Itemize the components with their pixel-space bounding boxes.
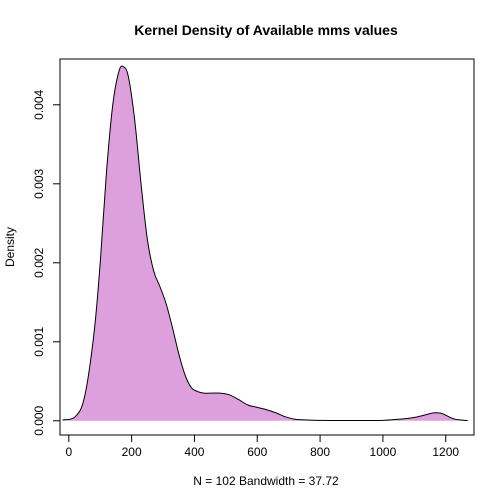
x-tick-label: 600 [247,445,267,459]
y-axis: 0.000 0.001 0.002 0.003 0.004 [32,89,61,436]
y-tick-label: 0.003 [32,168,46,198]
y-tick-label: 0.004 [32,89,46,119]
x-tick-label: 400 [184,445,204,459]
y-tick-label: 0.002 [32,247,46,277]
y-tick-label: 0.000 [32,405,46,435]
x-tick-label: 200 [122,445,142,459]
x-tick-label: 0 [65,445,72,459]
x-axis-label: N = 102 Bandwidth = 37.72 [193,474,339,488]
density-curve-line [62,65,468,422]
chart-title: Kernel Density of Available mms values [134,22,398,38]
x-axis: 0 200 400 600 800 1000 1200 [65,434,459,459]
y-axis-label: Density [3,227,17,267]
x-tick-label: 1200 [432,445,459,459]
density-fill-area [62,66,468,421]
y-tick-label: 0.001 [32,326,46,356]
x-tick-label: 800 [310,445,330,459]
x-tick-label: 1000 [370,445,397,459]
